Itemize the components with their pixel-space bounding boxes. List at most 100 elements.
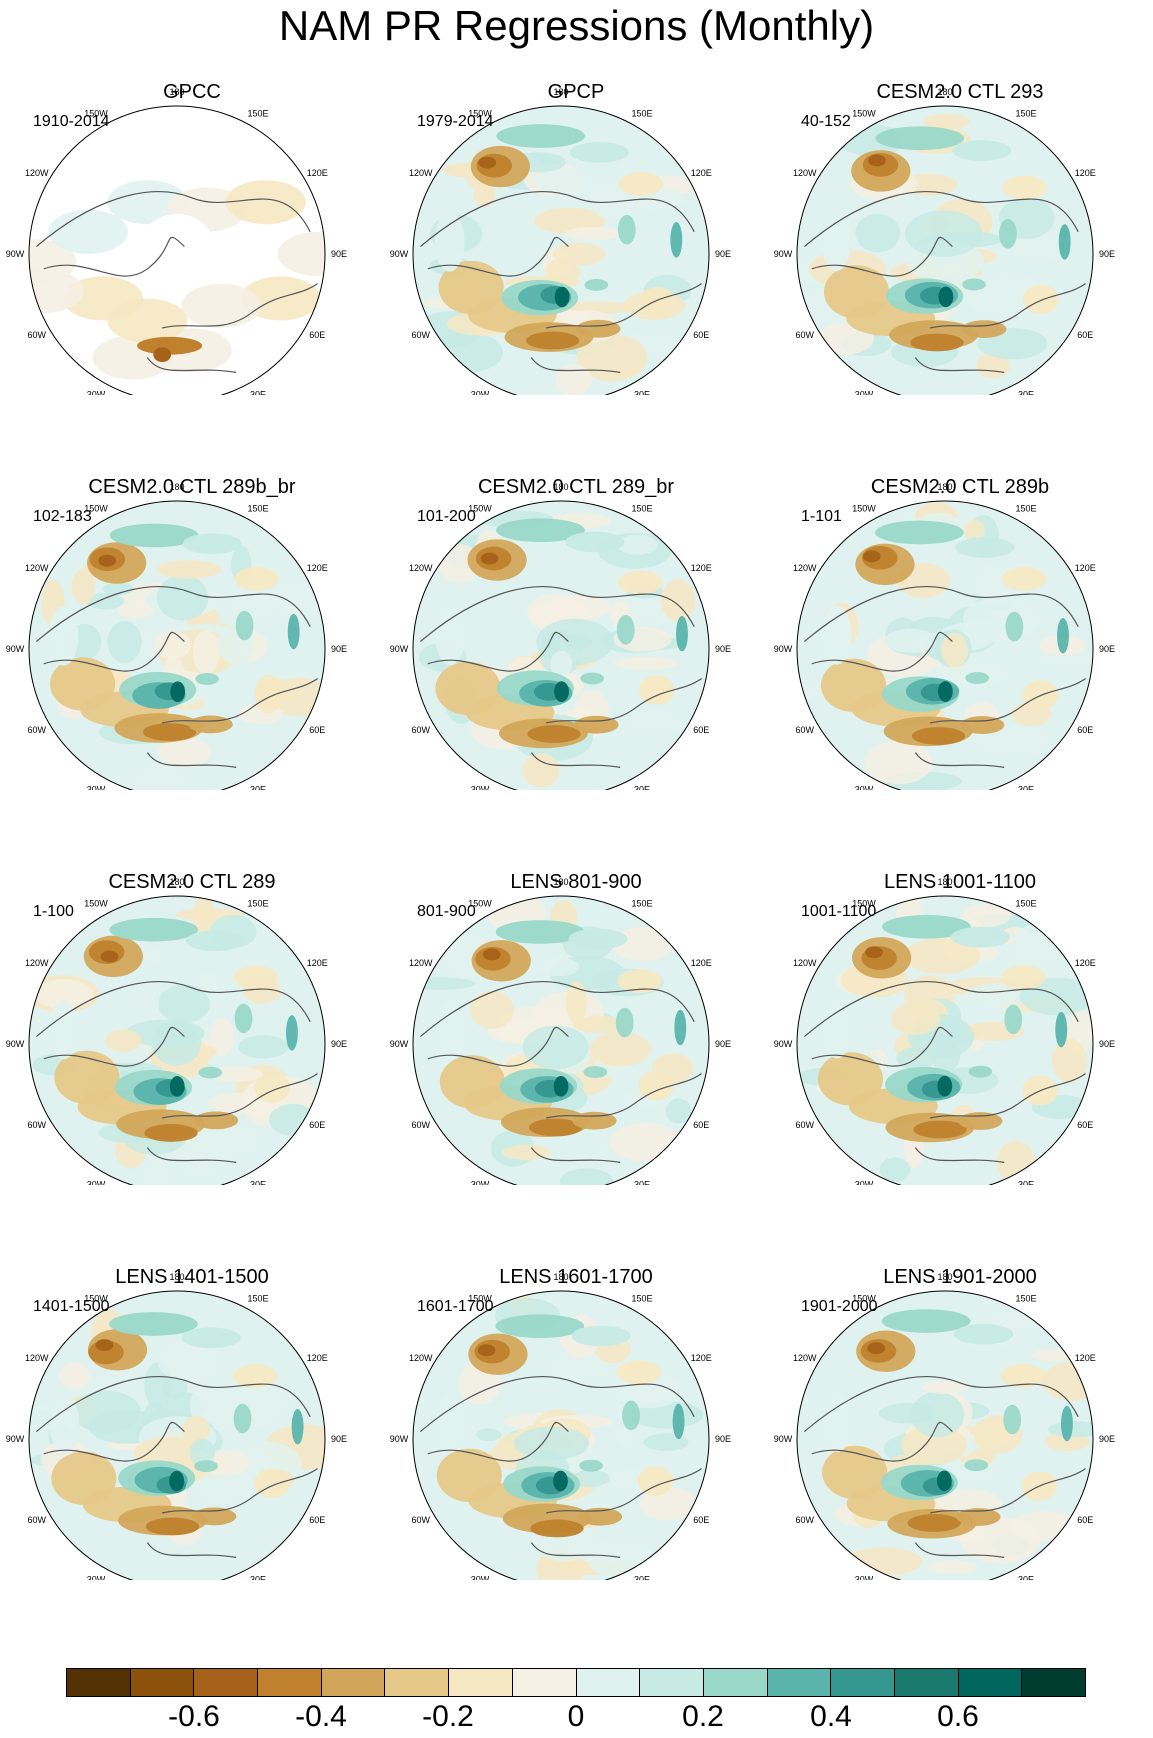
map-panel-lens-801: 180150E120E90E60E30E030W60W90W120W150W L… [384,790,768,1185]
longitude-label: 60E [693,725,709,735]
longitude-label: 120W [409,1353,433,1363]
precip-field [413,106,709,395]
longitude-label: 150E [247,504,268,514]
longitude-label: 150E [631,504,652,514]
colorbar [66,1668,1086,1697]
colorbar-swatch [67,1669,131,1696]
colorbar-label: -0.2 [422,1700,474,1733]
longitude-label: 60W [27,725,46,735]
map-boundary [28,1290,326,1580]
polar-map: 180150E120E90E60E30E030W60W90W120W150W [774,1272,1115,1580]
longitude-label: 120E [1075,563,1096,573]
polar-map: 180150E120E90E60E30E030W60W90W120W150W [390,877,731,1185]
colorbar-swatch [130,1669,195,1696]
longitude-label: 30W [87,389,106,395]
longitude-label: 60E [309,1515,325,1525]
coastline [420,981,702,1163]
precip-field [29,501,325,790]
panel-years: 101-200 [417,508,476,525]
longitude-label: 90E [331,1039,347,1049]
longitude-label: 180 [553,1272,568,1282]
longitude-label: 60E [309,330,325,340]
map-boundary [28,500,326,790]
precip-field [29,1291,325,1580]
longitude-label: 30E [634,1574,650,1580]
map-boundary [412,1290,710,1580]
polar-map: 180150E120E90E60E30E030W60W90W120W150W [390,1272,731,1580]
longitude-label: 180 [169,877,184,887]
map-panel-gpcp: 180150E120E90E60E30E030W60W90W120W150W G… [384,0,768,395]
panel-years: 1601-1700 [417,1298,494,1315]
polar-map: 180150E120E90E60E30E030W60W90W120W150W [390,482,731,790]
colorbar-swatch [767,1669,832,1696]
longitude-label: 90E [331,644,347,654]
longitude-label: 150E [1015,109,1036,119]
longitude-label: 90W [774,249,793,259]
longitude-label: 60W [795,725,814,735]
longitude-label: 30E [1018,1179,1034,1185]
colorbar-swatch [512,1669,577,1696]
colorbar-swatch [449,1669,513,1696]
polar-map: 180150E120E90E60E30E030W60W90W120W150W [6,87,347,395]
longitude-label: 30W [855,1179,874,1185]
longitude-label: 30W [87,1574,106,1580]
longitude-label: 150W [468,504,492,514]
panel-title: LENS 1401-1500 [115,1266,269,1288]
coastline [804,586,1086,768]
longitude-label: 90E [715,249,731,259]
longitude-label: 60W [795,1120,814,1130]
longitude-label: 120E [691,563,712,573]
longitude-label: 30W [855,389,874,395]
longitude-label: 120W [793,1353,817,1363]
map-panel-ctl-289b: 180150E120E90E60E30E030W60W90W120W150W C… [768,395,1152,790]
longitude-label: 180 [553,87,568,97]
panel-title: CESM2.0 CTL 289_br [477,476,674,498]
longitude-label: 60W [27,1515,46,1525]
panel-years: 1979-2014 [417,113,494,130]
longitude-label: 150W [852,504,876,514]
longitude-label: 90W [6,1434,25,1444]
precip-field [797,501,1093,790]
longitude-label: 90E [331,249,347,259]
longitude-label: 90W [774,644,793,654]
panel-title: CESM2.0 CTL 289 [108,871,276,893]
coastline [36,981,318,1163]
colorbar-label: 0.4 [810,1700,852,1733]
longitude-label: 120W [793,958,817,968]
longitude-label: 90W [6,1039,25,1049]
colorbar-swatch [321,1669,386,1696]
longitude-label: 90W [6,644,25,654]
precip-field [413,501,709,790]
longitude-label: 90E [1099,644,1115,654]
coastline [804,1376,1086,1558]
polar-map: 180150E120E90E60E30E030W60W90W120W150W [774,877,1115,1185]
panel-years: 1001-1100 [801,903,877,920]
longitude-label: 60W [795,330,814,340]
coastline [36,191,318,373]
longitude-label: 30E [1018,1574,1034,1580]
longitude-label: 150E [631,109,652,119]
polar-map: 180150E120E90E60E30E030W60W90W120W150W [6,877,347,1185]
panel-title: LENS 1601-1700 [499,1266,653,1288]
longitude-label: 30E [634,1179,650,1185]
longitude-label: 150E [631,899,652,909]
panel-title: CESM2.0 CTL 289b [870,476,1050,498]
longitude-label: 180 [553,877,568,887]
map-panel-lens-1601: 180150E120E90E60E30E030W60W90W120W150W L… [384,1185,768,1580]
longitude-label: 60W [27,1120,46,1130]
longitude-label: 90W [6,249,25,259]
longitude-label: 120W [25,958,49,968]
longitude-label: 30W [471,1574,490,1580]
colorbar-label: -0.4 [295,1700,347,1733]
longitude-label: 90W [390,1434,409,1444]
longitude-label: 60E [1077,725,1093,735]
colorbar-label: 0.6 [937,1700,979,1733]
colorbar-swatch [576,1669,641,1696]
map-boundary [28,105,326,395]
longitude-label: 120W [409,563,433,573]
longitude-label: 90E [1099,249,1115,259]
longitude-label: 30E [1018,784,1034,790]
longitude-label: 90E [1099,1039,1115,1049]
longitude-label: 30W [87,1179,106,1185]
map-boundary [412,105,710,395]
